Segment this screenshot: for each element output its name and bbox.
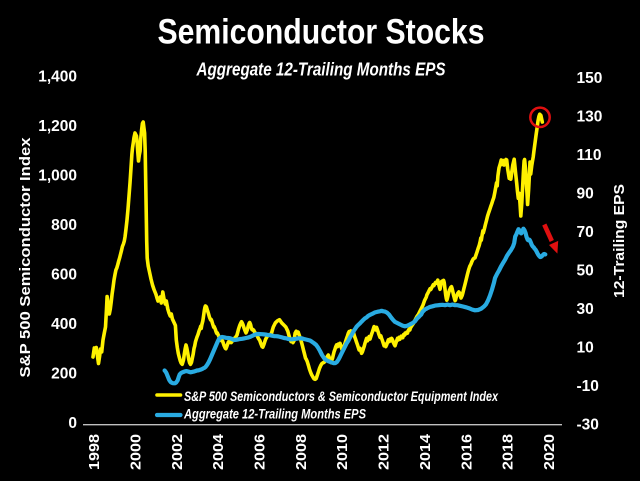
svg-text:1,400: 1,400 bbox=[38, 68, 77, 85]
svg-text:S&P 500 Semiconductors & Semic: S&P 500 Semiconductors & Semiconductor E… bbox=[184, 389, 498, 404]
svg-text:2000: 2000 bbox=[127, 434, 144, 470]
svg-text:-10: -10 bbox=[577, 378, 599, 395]
svg-text:150: 150 bbox=[577, 70, 603, 87]
svg-text:S&P 500 Semiconductor Index: S&P 500 Semiconductor Index bbox=[17, 137, 34, 378]
svg-text:Semiconductor Stocks: Semiconductor Stocks bbox=[158, 13, 485, 52]
svg-text:2012: 2012 bbox=[376, 434, 393, 470]
svg-text:2016: 2016 bbox=[458, 434, 475, 470]
svg-text:70: 70 bbox=[577, 224, 594, 241]
svg-text:1998: 1998 bbox=[86, 434, 103, 470]
svg-text:90: 90 bbox=[577, 185, 594, 202]
svg-text:2008: 2008 bbox=[293, 434, 310, 470]
svg-text:110: 110 bbox=[577, 147, 602, 164]
svg-text:600: 600 bbox=[51, 266, 77, 283]
svg-text:Aggregate 12-Trailing Months E: Aggregate 12-Trailing Months EPS bbox=[183, 407, 366, 422]
svg-text:400: 400 bbox=[51, 316, 77, 333]
svg-text:2018: 2018 bbox=[500, 434, 517, 470]
svg-text:2002: 2002 bbox=[169, 434, 186, 470]
svg-text:-30: -30 bbox=[577, 416, 599, 433]
svg-text:50: 50 bbox=[577, 262, 594, 279]
svg-text:30: 30 bbox=[577, 301, 594, 318]
svg-text:10: 10 bbox=[577, 339, 594, 356]
svg-text:1,200: 1,200 bbox=[38, 118, 77, 135]
svg-text:2010: 2010 bbox=[334, 434, 351, 470]
svg-text:12-Trailing EPS: 12-Trailing EPS bbox=[611, 184, 628, 298]
svg-text:2020: 2020 bbox=[541, 434, 558, 470]
svg-text:800: 800 bbox=[51, 217, 77, 234]
svg-text:2004: 2004 bbox=[210, 433, 227, 470]
svg-text:200: 200 bbox=[51, 365, 77, 382]
svg-text:2006: 2006 bbox=[252, 434, 269, 470]
svg-text:0: 0 bbox=[68, 415, 77, 432]
svg-text:Aggregate 12-Trailing Months E: Aggregate 12-Trailing Months EPS bbox=[196, 60, 446, 80]
svg-text:2014: 2014 bbox=[417, 433, 434, 470]
svg-text:130: 130 bbox=[577, 108, 603, 125]
svg-text:1,000: 1,000 bbox=[38, 167, 77, 184]
